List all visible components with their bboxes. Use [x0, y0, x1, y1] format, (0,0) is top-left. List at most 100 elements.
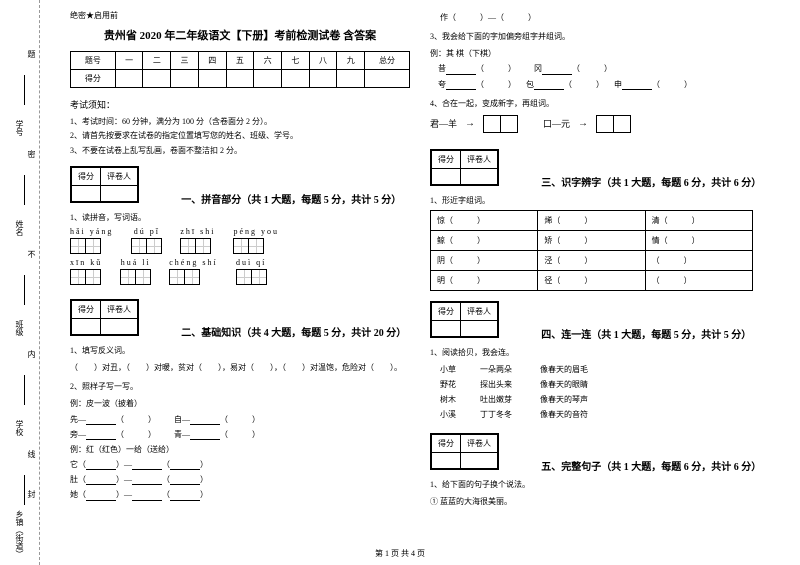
- th: 一: [115, 52, 143, 70]
- zi-table: 惊（ ）烯（ ）清（ ） 鲸（ ）矫（ ）情（ ） 阴（ ）泾（ ）（ ） 明（…: [430, 210, 753, 291]
- page-content: 绝密★启用前 贵州省 2020 年二年级语文【下册】考前检测试卷 含答案 题号 …: [40, 0, 800, 565]
- s2-q3-row: 夸（ ） 包（ ） 申（ ）: [430, 77, 770, 92]
- t: 她（: [70, 490, 86, 499]
- t: 探出头来: [480, 377, 540, 392]
- exam-notes: 1、考试时间：60 分钟，满分为 100 分（含卷面分 2 分）。 2、请首先按…: [70, 115, 410, 158]
- pinyin-row: xīn kǔ huá lì chéng shí duì qí: [70, 258, 410, 285]
- t: 冈: [534, 64, 542, 73]
- s2-pair: 先—（ ） 自—（ ）: [70, 412, 410, 427]
- cell: 鲸（ ）: [431, 230, 538, 250]
- pinyin: dú pǐ: [131, 227, 162, 236]
- pinyin: huá lì: [120, 258, 151, 267]
- t: （ ）: [220, 430, 260, 439]
- s2-pair: 旁—（ ） 青—（ ）: [70, 427, 410, 442]
- paper-title: 贵州省 2020 年二年级语文【下册】考前检测试卷 含答案: [70, 27, 410, 43]
- bind-id: 学号: [14, 120, 25, 136]
- th: 题号: [71, 52, 116, 70]
- t: 像春天的眉毛: [540, 365, 588, 374]
- pinyin: xīn kǔ: [70, 258, 102, 267]
- bind-line: [24, 75, 25, 105]
- score-table: 题号 一 二 三 四 五 六 七 八 九 总分 得分: [70, 51, 410, 88]
- s2-cont: 作（ ）—（ ）: [440, 10, 770, 25]
- pinyin-row: hǎi yáng dú pǐ zhī shi péng you: [70, 227, 410, 254]
- grade-label: 评卷人: [101, 301, 138, 319]
- t: 申: [614, 80, 622, 89]
- t: ）: [200, 460, 208, 469]
- t: ）: [200, 490, 208, 499]
- cell: 阴（ ）: [431, 250, 538, 270]
- grade-box: 得分评卷人: [430, 149, 499, 186]
- s2-q3-row: 昔（ ） 冈（ ）: [430, 61, 770, 76]
- grade-box: 得分评卷人: [430, 433, 499, 470]
- combine-row: 君—羊→ 口—元→: [430, 115, 770, 133]
- th: 九: [337, 52, 365, 70]
- s2-q4: 4、合在一起，变成新字，再组词。: [430, 98, 770, 109]
- t: ）—: [116, 490, 132, 499]
- th: 八: [309, 52, 337, 70]
- t: （ ）: [564, 80, 604, 89]
- s4-q1: 1、阅读拾贝，我会连。: [430, 347, 770, 358]
- th: 七: [281, 52, 309, 70]
- combine-item: 君—羊: [430, 117, 457, 130]
- t: 树木: [440, 392, 480, 407]
- bind-school: 学校: [14, 420, 25, 436]
- s3-q1: 1、形近字组词。: [430, 195, 770, 206]
- grade-label: 得分: [72, 301, 101, 319]
- s2-ex1: 例：皮一波（披着）: [70, 396, 410, 411]
- pinyin: zhī shi: [180, 227, 215, 236]
- cell: 情（ ）: [645, 230, 752, 250]
- cell: 惊（ ）: [431, 210, 538, 230]
- t: 旁—: [70, 430, 86, 439]
- t: （ ）: [116, 415, 156, 424]
- combine-item: 口—元: [543, 117, 570, 130]
- th: 总分: [365, 52, 410, 70]
- t: 野花: [440, 377, 480, 392]
- t: （ ）: [476, 80, 516, 89]
- grade-label: 评卷人: [461, 434, 498, 452]
- th: 四: [198, 52, 226, 70]
- s2-q3-ex: 例：其 棋（下棋）: [430, 46, 770, 61]
- t: （: [162, 475, 170, 484]
- notes-heading: 考试须知：: [70, 98, 410, 111]
- s2-triple: 它（ ）— （ ）: [70, 457, 410, 472]
- page-footer: 第 1 页 共 4 页: [0, 548, 800, 559]
- th: 五: [226, 52, 254, 70]
- note-line: 3、不要在试卷上乱写乱画，卷面不整洁扣 2 分。: [70, 144, 410, 158]
- th: 二: [143, 52, 171, 70]
- cell: 矫（ ）: [538, 230, 645, 250]
- cell: 径（ ）: [538, 270, 645, 290]
- section5-title: 五、完整句子（共 1 大题，每题 6 分，共计 6 分）: [541, 462, 761, 473]
- pinyin: duì qí: [236, 258, 267, 267]
- grade-label: 得分: [432, 434, 461, 452]
- t: 肚（: [70, 475, 86, 484]
- bind-line: [24, 375, 25, 405]
- left-column: 绝密★启用前 贵州省 2020 年二年级语文【下册】考前检测试卷 含答案 题号 …: [60, 10, 420, 555]
- s2-q3: 3、我会给下面的字加偏旁组字并组词。: [430, 31, 770, 42]
- bind-mark: 不: [26, 250, 37, 258]
- cell: 清（ ）: [645, 210, 752, 230]
- t: （: [162, 460, 170, 469]
- td: 得分: [71, 70, 116, 88]
- note-line: 1、考试时间：60 分钟，满分为 100 分（含卷面分 2 分）。: [70, 115, 410, 129]
- bind-name: 姓名: [14, 220, 25, 236]
- bind-line: [24, 475, 25, 505]
- t: （ ）: [476, 64, 516, 73]
- bind-mark: 内: [26, 350, 37, 358]
- grade-box: 得分评卷人: [70, 166, 139, 203]
- t: 像春天的琴声: [540, 395, 588, 404]
- section2-title: 二、基础知识（共 4 大题，每题 5 分，共计 20 分）: [181, 328, 406, 339]
- s2-q1: 1、填写反义词。: [70, 345, 410, 356]
- bind-mark: 密: [26, 150, 37, 158]
- s2-q1-line: （ ）对丑，（ ）对暖，贫对（ ），易对（ ），（ ）对温饱，危险对（ ）。: [70, 360, 410, 375]
- t: ）—: [116, 460, 132, 469]
- pinyin: hǎi yáng: [70, 227, 113, 236]
- grade-label: 得分: [432, 302, 461, 320]
- t: 像春天的音符: [540, 410, 588, 419]
- secrecy-note: 绝密★启用前: [70, 10, 410, 21]
- t: 它（: [70, 460, 86, 469]
- s5-line: ① 蓝蓝的大海很美丽。: [430, 494, 770, 509]
- bind-mark: 题: [26, 50, 37, 58]
- bind-line: [24, 175, 25, 205]
- bind-class: 班级: [14, 320, 25, 336]
- th: 三: [171, 52, 199, 70]
